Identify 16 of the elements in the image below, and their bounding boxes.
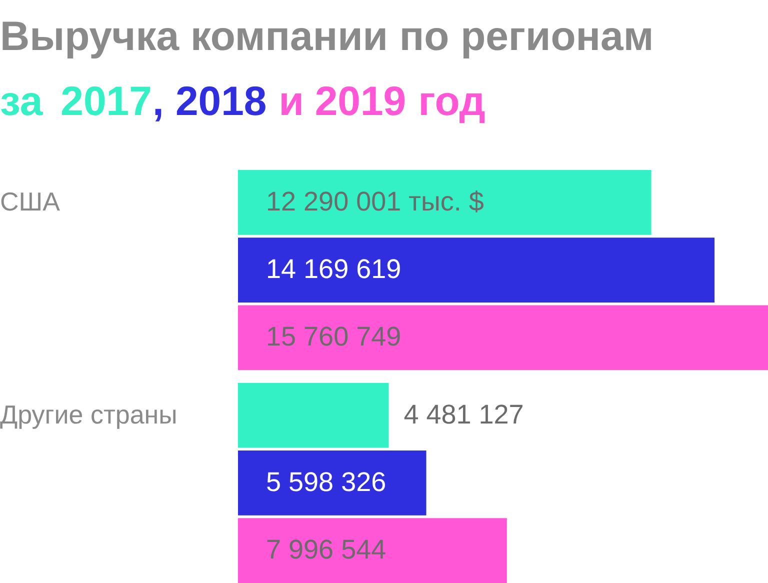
- y-tick-label: Другие страны: [0, 399, 178, 430]
- bar: [238, 238, 714, 303]
- data-label: 14 169 619: [266, 254, 402, 284]
- data-label: 4 481 127: [404, 399, 524, 430]
- bar: [238, 518, 507, 583]
- chart-title: Выручка компании по регионам: [0, 13, 654, 59]
- bar: [238, 305, 768, 370]
- data-label: 15 760 749: [266, 322, 402, 352]
- bar: [238, 382, 389, 448]
- chart-subtitle: за 2017, 2018 и 2019 год: [0, 78, 486, 124]
- y-tick-label: США: [0, 186, 61, 216]
- data-label: 12 290 001 тыс. $: [266, 186, 484, 216]
- bar: [238, 170, 652, 235]
- bar: [238, 450, 426, 516]
- data-label: 5 598 326: [266, 466, 386, 497]
- data-label: 7 996 544: [266, 534, 386, 565]
